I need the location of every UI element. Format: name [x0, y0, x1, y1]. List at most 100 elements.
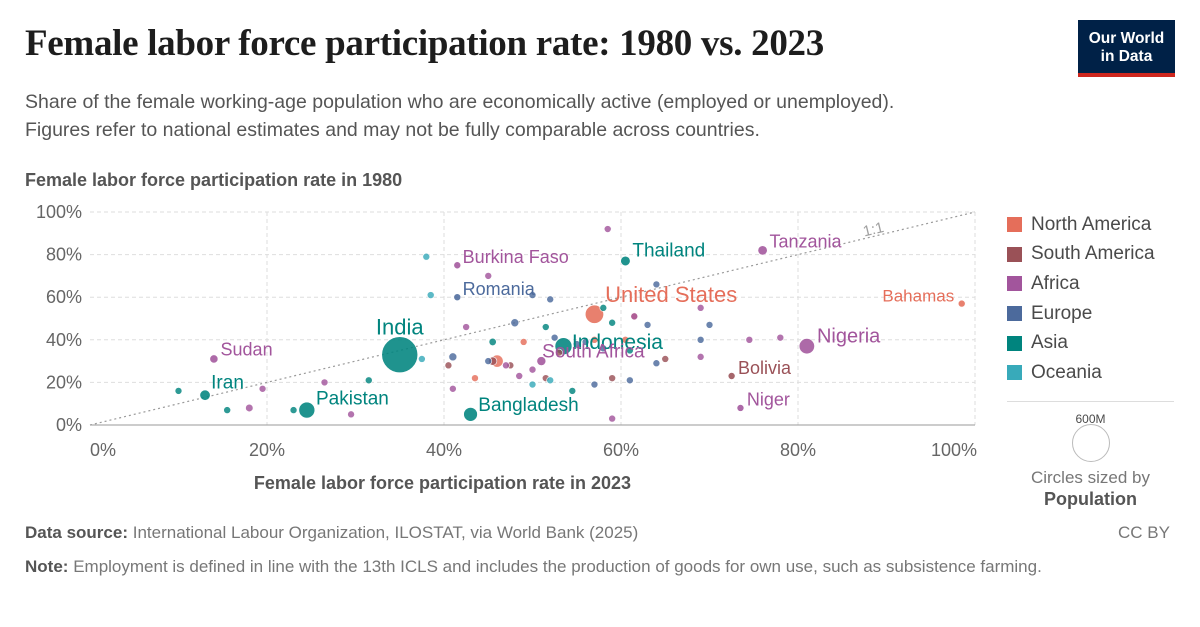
data-point[interactable]	[347, 410, 355, 419]
data-point[interactable]	[626, 376, 634, 385]
data-point[interactable]	[550, 333, 559, 342]
data-point[interactable]	[643, 321, 652, 329]
data-point[interactable]	[572, 340, 581, 348]
data-point[interactable]	[568, 387, 577, 395]
data-point[interactable]	[652, 359, 661, 368]
data-point[interactable]	[696, 336, 705, 344]
legend-item-oceania[interactable]: Oceania	[1007, 358, 1155, 388]
y-tick-label: 80%	[46, 245, 82, 265]
data-point[interactable]	[608, 318, 616, 327]
y-tick-label: 0%	[56, 415, 82, 435]
data-point[interactable]	[745, 336, 754, 344]
legend-item-north-america[interactable]: North America	[1007, 210, 1155, 240]
our-world-in-data-logo[interactable]: Our World in Data	[1078, 20, 1175, 77]
data-point[interactable]	[515, 372, 524, 380]
data-point[interactable]	[599, 344, 608, 353]
data-point[interactable]	[626, 346, 634, 355]
x-tick-label: 0%	[90, 440, 116, 460]
legend-swatch	[1007, 335, 1022, 351]
point-india[interactable]	[381, 336, 419, 374]
data-point[interactable]	[448, 352, 458, 362]
data-source-text: International Labour Organization, ILOST…	[132, 523, 639, 542]
data-point[interactable]	[426, 291, 435, 299]
legend-item-africa[interactable]: Africa	[1007, 269, 1155, 299]
point-thailand[interactable]	[620, 255, 631, 267]
point-iran[interactable]	[199, 389, 211, 401]
data-point[interactable]	[546, 295, 555, 304]
data-point[interactable]	[484, 357, 493, 365]
y-tick-label: 100%	[36, 202, 82, 222]
data-point[interactable]	[630, 312, 639, 321]
point-label: Niger	[747, 390, 790, 410]
data-point[interactable]	[422, 252, 431, 261]
point-romania[interactable]	[453, 293, 462, 301]
point-bangladesh[interactable]	[463, 407, 478, 422]
data-point[interactable]	[418, 355, 426, 363]
data-point[interactable]	[555, 348, 563, 357]
data-point[interactable]	[484, 272, 493, 280]
point-united-states[interactable]	[584, 304, 604, 324]
legend-label: Africa	[1031, 272, 1080, 294]
data-point[interactable]	[546, 376, 555, 385]
data-point[interactable]	[462, 323, 470, 331]
point-label: Bahamas	[882, 287, 954, 306]
point-pakistan[interactable]	[298, 401, 316, 419]
data-point[interactable]	[223, 406, 231, 414]
legend-divider	[1007, 401, 1174, 402]
point-label: Iran	[211, 372, 244, 393]
data-point[interactable]	[364, 376, 373, 385]
data-point[interactable]	[488, 337, 497, 346]
data-point[interactable]	[320, 378, 329, 387]
data-point[interactable]	[502, 361, 510, 370]
data-point[interactable]	[444, 361, 453, 370]
point-tanzania[interactable]	[757, 245, 768, 256]
data-point[interactable]	[581, 338, 590, 346]
point-burkina-faso[interactable]	[453, 261, 462, 270]
data-point[interactable]	[603, 225, 612, 233]
y-tick-label: 40%	[46, 330, 82, 350]
data-point[interactable]	[608, 414, 616, 423]
data-point[interactable]	[528, 365, 537, 374]
x-tick-label: 40%	[426, 440, 462, 460]
data-point[interactable]	[258, 384, 267, 393]
data-point[interactable]	[449, 384, 457, 393]
data-points	[174, 225, 966, 423]
data-point[interactable]	[696, 353, 705, 361]
point-sudan[interactable]	[209, 354, 219, 364]
legend-item-south-america[interactable]: South America	[1007, 240, 1155, 270]
data-point[interactable]	[590, 380, 599, 389]
x-tick-label: 60%	[603, 440, 639, 460]
legend-item-europe[interactable]: Europe	[1007, 299, 1155, 329]
data-point[interactable]	[696, 304, 705, 312]
data-point[interactable]	[510, 318, 520, 328]
data-point[interactable]	[599, 304, 608, 312]
point-south-africa[interactable]	[536, 356, 547, 366]
data-point[interactable]	[652, 280, 661, 289]
point-nigeria[interactable]	[798, 338, 815, 355]
point-bolivia[interactable]	[727, 372, 736, 380]
axes: 0% 20% 40% 60% 80% 100% 0% 20% 40% 60% 80% 100%	[36, 202, 977, 460]
data-point[interactable]	[174, 387, 183, 395]
data-point[interactable]	[528, 380, 537, 389]
data-point[interactable]	[608, 374, 616, 382]
point-label: Tanzania	[769, 232, 842, 252]
point-label: India	[376, 315, 424, 340]
size-legend-note: Circles sized by	[1030, 468, 1151, 487]
chart-subtitle-line-2: Figures refer to national estimates and …	[25, 119, 760, 141]
data-point[interactable]	[541, 323, 550, 331]
point-bahamas[interactable]	[957, 299, 966, 308]
point-niger[interactable]	[736, 404, 745, 412]
data-point[interactable]	[590, 336, 599, 344]
data-point[interactable]	[289, 406, 298, 414]
license-link[interactable]: CC BY	[1118, 523, 1170, 542]
data-point[interactable]	[705, 321, 714, 329]
data-point[interactable]	[519, 338, 528, 346]
point-label: Nigeria	[817, 325, 881, 347]
data-point[interactable]	[471, 374, 479, 382]
data-point[interactable]	[528, 291, 537, 299]
data-point[interactable]	[776, 333, 785, 342]
data-point[interactable]	[245, 403, 254, 413]
data-point[interactable]	[661, 355, 670, 363]
data-point[interactable]	[621, 336, 630, 344]
legend-item-asia[interactable]: Asia	[1007, 328, 1155, 358]
